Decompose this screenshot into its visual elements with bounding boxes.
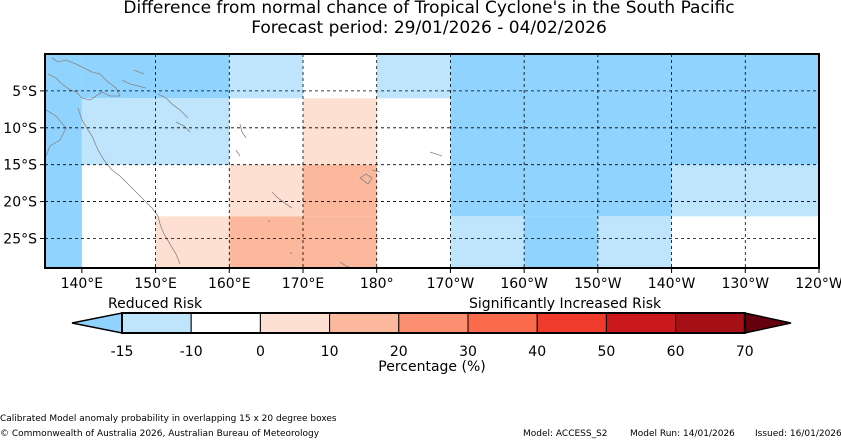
legend-swatch: [467, 312, 538, 334]
risk-cell-15: [597, 216, 672, 268]
vanuatu-coast: [235, 123, 247, 157]
samoa-coast: [429, 151, 443, 157]
risk-cell-11: [450, 164, 672, 217]
map-subtitle: Forecast period: 29/01/2026 - 04/02/2026: [251, 18, 607, 38]
legend-tick-label: 60: [667, 344, 685, 360]
legend-reduced-risk-label: Reduced Risk: [108, 296, 203, 312]
risk-cell-9: [155, 216, 230, 268]
latitude-ticks: 5°S 10°S 15°S 20°S 25°S: [3, 84, 45, 247]
legend-tick-label: 20: [390, 344, 408, 360]
map-frame: [44, 53, 820, 269]
legend-colorbar: [71, 312, 792, 334]
footer-note: Calibrated Model anomaly probability in …: [0, 414, 337, 424]
risk-cell-14: [524, 216, 598, 268]
legend-tick-label: 40: [528, 344, 546, 360]
legend-tick-label: -10: [180, 344, 203, 360]
new-guinea-coast: [47, 57, 121, 101]
risk-cell-6: [450, 54, 819, 165]
fiji-coast: [359, 169, 381, 185]
legend-tick-label: 70: [736, 344, 754, 360]
australia-east-coast: [77, 107, 181, 265]
risk-cells: [45, 54, 819, 268]
gulf-coast: [45, 109, 67, 157]
y-tick-label: 20°S: [3, 195, 37, 211]
risk-cell-7: [229, 164, 303, 217]
x-tick-label: 160°E: [208, 276, 251, 292]
x-tick-label: 170°E: [282, 276, 325, 292]
legend-tick-label: -15: [111, 344, 134, 360]
footer-copyright: © Commonwealth of Australia 2026, Austra…: [0, 429, 320, 439]
legend-swatch: [605, 312, 677, 334]
risk-cell-0: [45, 54, 82, 268]
legend-swatch: [259, 312, 331, 334]
x-tick-label: 130°W: [721, 276, 769, 292]
risk-cell-13: [450, 216, 525, 268]
legend-swatch: [398, 312, 469, 334]
legend-increased-risk-label: Significantly Increased Risk: [469, 296, 662, 312]
x-tick-label: 140°W: [648, 276, 696, 292]
legend-low-extend: [71, 312, 123, 334]
x-tick-label: 150°W: [574, 276, 622, 292]
footer-model: Model: ACCESS_S2: [523, 429, 608, 439]
legend-tick-label: 0: [256, 344, 265, 360]
map-title: Difference from normal chance of Tropica…: [123, 0, 735, 18]
legend-swatch: [190, 312, 261, 334]
x-tick-label: 180°: [360, 276, 394, 292]
longitude-ticks: 140°E 150°E 160°E 170°E 180° 170°W 160°W 150°W 1…: [61, 268, 841, 292]
y-tick-label: 15°S: [3, 158, 37, 174]
x-tick-label: 170°W: [427, 276, 475, 292]
legend-high-extend: [744, 312, 792, 334]
y-tick-label: 5°S: [12, 84, 37, 100]
gridlines: [45, 54, 819, 268]
legend-swatch: [329, 312, 400, 334]
risk-cell-8: [303, 164, 377, 217]
risk-cell-4: [303, 98, 377, 165]
risk-cell-12: [671, 164, 819, 217]
legend-frame: [121, 312, 746, 334]
coastline: [45, 57, 443, 269]
y-tick-label: 25°S: [3, 231, 37, 247]
solomon-islands-coast: [157, 93, 191, 133]
legend-axis-label: Percentage (%): [378, 359, 485, 375]
legend-tick-label: 30: [459, 344, 477, 360]
legend-swatch: [121, 312, 192, 334]
x-tick-label: 120°W: [795, 276, 841, 292]
small-islands: [267, 219, 293, 255]
legend-swatch: [675, 312, 746, 334]
risk-cell-3: [229, 54, 303, 99]
footer-model-run: Model Run: 14/01/2026: [630, 429, 735, 439]
legend-tick-label: 50: [597, 344, 615, 360]
new-caledonia-coast: [271, 191, 293, 209]
x-tick-label: 150°E: [134, 276, 177, 292]
footer-issued: Issued: 16/01/2026: [755, 429, 841, 439]
new-britain-coast: [121, 69, 147, 89]
x-tick-label: 160°W: [500, 276, 548, 292]
risk-cell-5: [376, 54, 451, 99]
legend-tick-label: 10: [321, 344, 339, 360]
legend-swatch: [536, 312, 607, 334]
y-tick-label: 10°S: [3, 121, 37, 137]
x-tick-label: 140°E: [61, 276, 104, 292]
legend-tick-labels: -15 -10 0 10 20 30 40 50 60 70: [111, 344, 754, 360]
